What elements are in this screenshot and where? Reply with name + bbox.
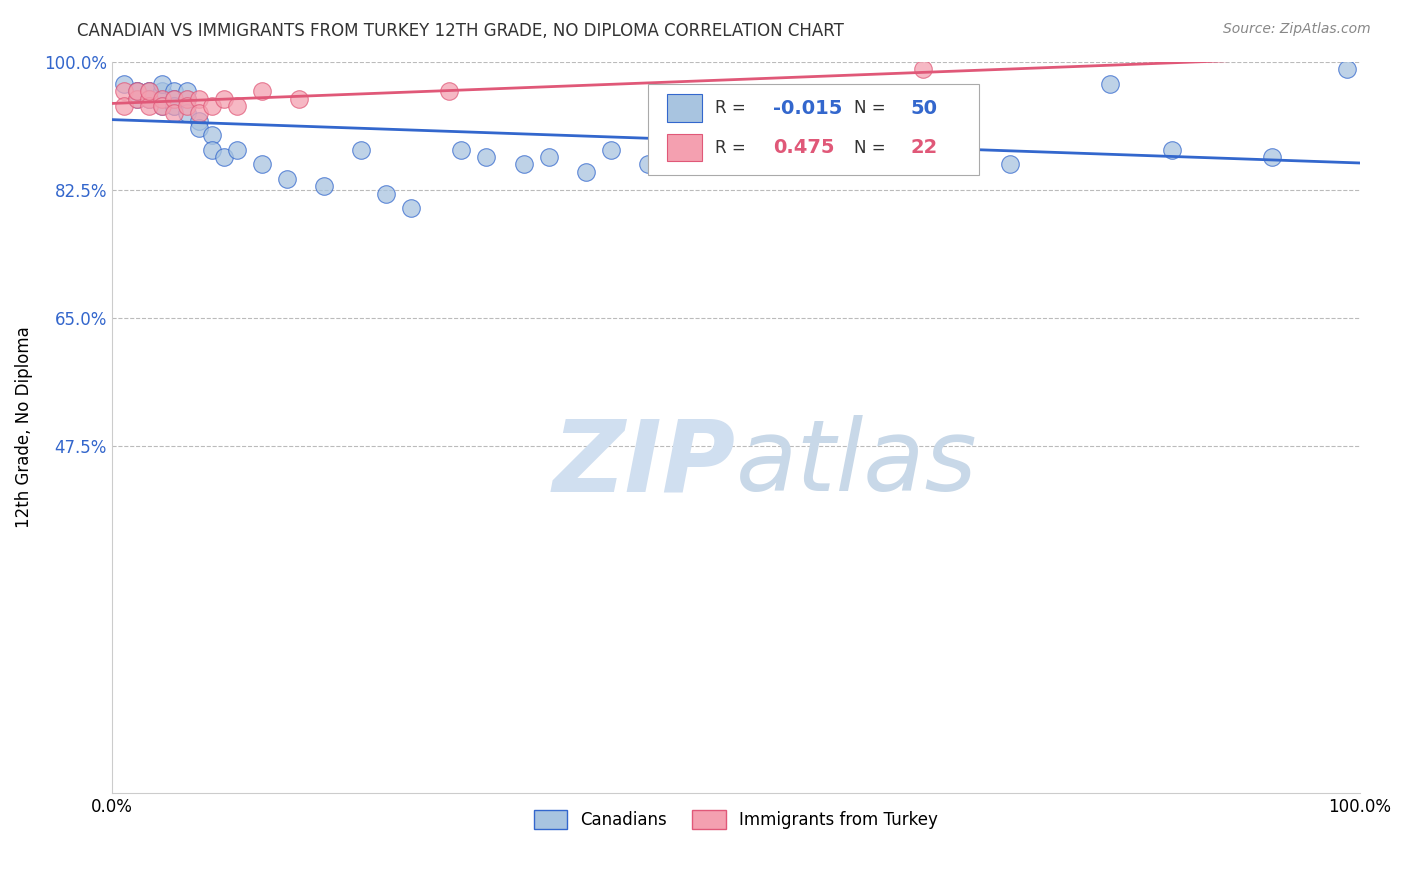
Point (150, 77, 173, 91)
Point (575, 165, 598, 179)
Point (250, 84, 273, 98)
Text: CANADIAN VS IMMIGRANTS FROM TURKEY 12TH GRADE, NO DIPLOMA CORRELATION CHART: CANADIAN VS IMMIGRANTS FROM TURKEY 12TH … (77, 22, 844, 40)
Point (201, 128, 224, 143)
Point (1336, 62, 1358, 77)
Point (537, 150, 560, 164)
Point (176, 92, 198, 106)
Point (188, 106, 211, 120)
Point (475, 150, 498, 164)
Point (849, 150, 872, 164)
Point (225, 99, 247, 113)
Point (163, 106, 186, 120)
Point (176, 99, 198, 113)
Point (163, 84, 186, 98)
Point (512, 157, 534, 171)
Point (176, 84, 198, 98)
Point (138, 84, 160, 98)
Point (637, 157, 659, 171)
Point (125, 92, 148, 106)
Point (138, 92, 160, 106)
Point (600, 143, 623, 157)
Point (401, 201, 423, 215)
Point (201, 99, 224, 113)
Point (114, 77, 136, 91)
Point (1098, 77, 1121, 91)
Text: R =: R = (714, 138, 751, 157)
Text: R =: R = (714, 99, 751, 117)
Text: Source: ZipAtlas.com: Source: ZipAtlas.com (1223, 22, 1371, 37)
Point (114, 99, 136, 113)
Point (163, 92, 186, 106)
Point (949, 150, 972, 164)
Point (250, 157, 273, 171)
Point (212, 92, 235, 106)
Text: -0.015: -0.015 (773, 99, 842, 118)
Point (138, 84, 160, 98)
FancyBboxPatch shape (648, 84, 979, 176)
Point (787, 143, 810, 157)
Point (163, 99, 186, 113)
Point (437, 84, 460, 98)
Point (125, 84, 148, 98)
Point (450, 143, 472, 157)
Point (675, 150, 697, 164)
Point (138, 92, 160, 106)
Point (150, 92, 173, 106)
Point (125, 84, 148, 98)
Point (176, 106, 198, 120)
Point (125, 84, 148, 98)
Point (125, 92, 148, 106)
Point (911, 62, 934, 77)
Text: 22: 22 (911, 138, 938, 157)
Point (350, 143, 373, 157)
Point (288, 92, 311, 106)
Legend: Canadians, Immigrants from Turkey: Canadians, Immigrants from Turkey (527, 803, 945, 836)
Point (998, 157, 1021, 171)
Point (188, 92, 211, 106)
Point (276, 172, 298, 186)
Text: N =: N = (855, 138, 891, 157)
Point (1161, 143, 1184, 157)
Bar (666, 95, 702, 122)
Point (138, 92, 160, 106)
Point (724, 157, 747, 171)
Text: ZIP: ZIP (553, 416, 735, 512)
Point (188, 113, 211, 128)
Point (225, 143, 247, 157)
Point (150, 99, 173, 113)
Point (375, 186, 398, 201)
Text: 0.475: 0.475 (773, 138, 835, 157)
Point (188, 120, 211, 135)
Point (114, 84, 136, 98)
Point (150, 99, 173, 113)
Point (1261, 150, 1284, 164)
Point (163, 99, 186, 113)
Point (212, 150, 235, 164)
Point (150, 92, 173, 106)
Point (150, 84, 173, 98)
Text: N =: N = (855, 99, 891, 117)
Point (312, 179, 335, 194)
Text: atlas: atlas (735, 416, 977, 512)
Bar (666, 134, 702, 161)
Y-axis label: 12th Grade, No Diploma: 12th Grade, No Diploma (15, 326, 32, 528)
Point (201, 143, 224, 157)
Point (138, 99, 160, 113)
Point (176, 92, 198, 106)
Text: 50: 50 (911, 99, 938, 118)
Point (163, 92, 186, 106)
Point (911, 143, 934, 157)
Point (163, 92, 186, 106)
Point (138, 84, 160, 98)
